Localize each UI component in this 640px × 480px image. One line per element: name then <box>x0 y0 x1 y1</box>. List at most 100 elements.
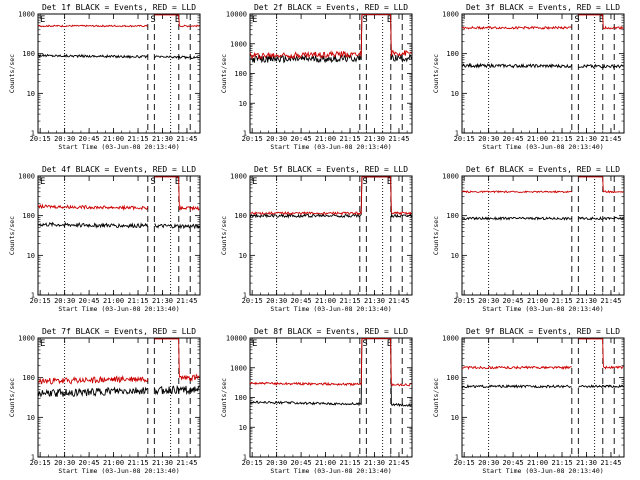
chart-panel-3: Det 3f BLACK = Events, RED = LLD 1 10 100 10… <box>432 3 625 151</box>
marker-label: E <box>387 339 392 349</box>
series-events-line <box>461 383 624 389</box>
marker-label: E <box>599 15 604 25</box>
y-tick-label: 1 <box>243 130 247 138</box>
marker-label: S <box>150 177 155 187</box>
x-tick-label: 21:00 <box>103 297 124 305</box>
y-tick-label: 1 <box>455 130 459 138</box>
y-tick-label: 10 <box>451 90 459 98</box>
y-tick-label: 10 <box>27 414 35 422</box>
series-lld-line <box>461 338 624 371</box>
x-tick-label: 21:15 <box>339 297 360 305</box>
x-tick-label: 20:45 <box>291 459 312 467</box>
panel-title: Det 5f BLACK = Events, RED = LLD <box>254 165 408 174</box>
y-tick-label: 1 <box>455 454 459 462</box>
x-tick-label: 21:30 <box>364 297 385 305</box>
y-axis-label: Counts/sec <box>432 216 440 255</box>
x-axis-label: Start Time (03-Jun-08 20:13:40) <box>482 305 603 313</box>
x-tick-label: 20:15 <box>454 135 475 143</box>
x-tick-label: 20:30 <box>266 135 287 143</box>
y-tick-label: 10 <box>239 100 247 108</box>
x-tick-label: 21:30 <box>576 135 597 143</box>
series-lld-line <box>461 176 624 194</box>
corner-label: E <box>40 177 45 187</box>
x-axis-label: Start Time (03-Jun-08 20:13:40) <box>270 467 391 475</box>
plot-frame <box>461 175 625 296</box>
x-tick-label: 21:30 <box>364 459 385 467</box>
y-tick-label: 100 <box>22 374 35 382</box>
y-tick-label: 100 <box>446 212 459 220</box>
x-axis-label: Start Time (03-Jun-08 20:13:40) <box>482 467 603 475</box>
x-tick-label: 20:15 <box>242 297 263 305</box>
y-tick-label: 100 <box>234 394 247 402</box>
x-axis-label: Start Time (03-Jun-08 20:13:40) <box>482 143 603 151</box>
y-tick-label: 1000 <box>18 173 35 181</box>
chart-panel-8: Det 8f BLACK = Events, RED = LLD 1 10 100 10… <box>220 327 413 475</box>
x-tick-label: 20:45 <box>291 297 312 305</box>
chart-panel-4: Det 4f BLACK = Events, RED = LLD 1 10 100 10… <box>8 165 201 313</box>
plot-frame <box>37 175 201 296</box>
x-tick-label: 20:45 <box>503 297 524 305</box>
y-tick-label: 100 <box>234 70 247 78</box>
y-tick-label: 10 <box>239 424 247 432</box>
y-tick-label: 100 <box>22 50 35 58</box>
corner-label: E <box>40 15 45 25</box>
x-tick-label: 20:45 <box>291 135 312 143</box>
x-tick-label: 21:15 <box>339 459 360 467</box>
panel-title: Det 2f BLACK = Events, RED = LLD <box>254 3 408 12</box>
y-tick-label: 1000 <box>230 40 247 48</box>
x-tick-label: 21:45 <box>176 135 197 143</box>
y-tick-label: 1000 <box>18 11 35 19</box>
x-axis-label: Start Time (03-Jun-08 20:13:40) <box>270 305 391 313</box>
x-tick-label: 21:30 <box>576 297 597 305</box>
y-axis-label: Counts/sec <box>432 54 440 93</box>
x-tick-label: 21:45 <box>600 297 621 305</box>
plot-frame <box>461 337 625 458</box>
x-tick-label: 20:30 <box>54 297 75 305</box>
x-tick-label: 21:30 <box>152 459 173 467</box>
x-tick-label: 21:15 <box>551 459 572 467</box>
y-axis-label: Counts/sec <box>220 54 228 93</box>
marker-label: E <box>175 177 180 187</box>
plot-frame <box>37 337 201 458</box>
x-tick-label: 21:45 <box>176 459 197 467</box>
panel-title: Det 6f BLACK = Events, RED = LLD <box>466 165 620 174</box>
x-tick-label: 21:45 <box>388 297 409 305</box>
y-tick-label: 10000 <box>226 11 247 19</box>
panel-title: Det 1f BLACK = Events, RED = LLD <box>42 3 196 12</box>
series-events-line <box>461 216 624 221</box>
series-lld-line <box>249 14 412 60</box>
x-tick-label: 20:30 <box>54 459 75 467</box>
y-tick-label: 10000 <box>226 335 247 343</box>
x-tick-label: 21:00 <box>527 135 548 143</box>
x-axis-label: Start Time (03-Jun-08 20:13:40) <box>58 467 179 475</box>
x-tick-label: 20:15 <box>454 297 475 305</box>
x-tick-label: 20:30 <box>478 297 499 305</box>
x-tick-label: 20:45 <box>79 135 100 143</box>
corner-label: E <box>252 177 257 187</box>
x-tick-label: 21:15 <box>551 135 572 143</box>
y-tick-label: 100 <box>234 212 247 220</box>
x-tick-label: 20:15 <box>30 135 51 143</box>
series-lld-line <box>249 338 412 387</box>
x-tick-label: 20:15 <box>242 459 263 467</box>
x-tick-label: 21:30 <box>152 135 173 143</box>
marker-label: S <box>150 15 155 25</box>
plot-frame <box>249 175 413 296</box>
series-lld-line <box>37 14 200 28</box>
marker-label: S <box>362 15 367 25</box>
x-tick-label: 20:45 <box>79 297 100 305</box>
y-tick-label: 1000 <box>230 364 247 372</box>
y-tick-label: 1000 <box>442 173 459 181</box>
chart-panel-7: Det 7f BLACK = Events, RED = LLD 1 10 100 10… <box>8 327 201 475</box>
panel-title: Det 9f BLACK = Events, RED = LLD <box>466 327 620 336</box>
x-tick-label: 21:00 <box>315 135 336 143</box>
x-tick-label: 21:15 <box>127 135 148 143</box>
x-axis-label: Start Time (03-Jun-08 20:13:40) <box>270 143 391 151</box>
y-tick-label: 1000 <box>442 335 459 343</box>
y-tick-label: 10 <box>27 90 35 98</box>
plot-frame <box>37 13 201 134</box>
x-tick-label: 21:00 <box>103 135 124 143</box>
x-tick-label: 20:15 <box>30 297 51 305</box>
chart-panel-2: Det 2f BLACK = Events, RED = LLD 1 10 100 10… <box>220 3 413 151</box>
x-tick-label: 21:30 <box>364 135 385 143</box>
